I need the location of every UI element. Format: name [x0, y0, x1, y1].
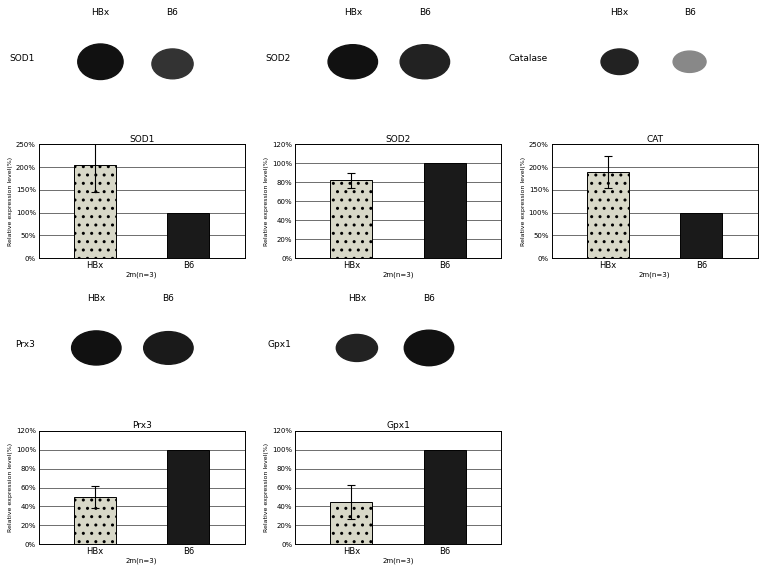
Text: B6: B6 [419, 8, 431, 17]
Text: HBx: HBx [611, 8, 628, 17]
Bar [424, 163, 466, 258]
Bar [168, 213, 209, 258]
Text: B6: B6 [166, 8, 179, 17]
Title: SOD2: SOD2 [386, 135, 410, 143]
Bar [73, 165, 116, 258]
Ellipse shape [400, 45, 450, 79]
Text: HBx: HBx [91, 8, 110, 17]
Text: HBx: HBx [344, 8, 362, 17]
Bar [680, 213, 723, 258]
Ellipse shape [328, 45, 377, 79]
Y-axis label: Relative expression level(%): Relative expression level(%) [8, 156, 13, 246]
Text: Gpx1: Gpx1 [267, 340, 291, 349]
X-axis label: 2m(n=3): 2m(n=3) [126, 271, 158, 278]
Title: SOD1: SOD1 [129, 135, 155, 143]
Y-axis label: Relative expression level(%): Relative expression level(%) [264, 443, 270, 532]
Y-axis label: Relative expression level(%): Relative expression level(%) [264, 156, 270, 246]
Title: Prx3: Prx3 [131, 421, 152, 430]
Text: SOD1: SOD1 [9, 54, 35, 63]
Bar [73, 497, 116, 544]
Text: B6: B6 [683, 8, 696, 17]
Text: Prx3: Prx3 [15, 340, 35, 349]
Ellipse shape [336, 335, 377, 361]
Y-axis label: Relative expression level(%): Relative expression level(%) [521, 156, 526, 246]
Bar [330, 502, 373, 544]
Text: HBx: HBx [348, 294, 366, 303]
Bar [587, 172, 628, 258]
Text: B6: B6 [423, 294, 435, 303]
X-axis label: 2m(n=3): 2m(n=3) [383, 271, 414, 278]
Y-axis label: Relative expression level(%): Relative expression level(%) [8, 443, 13, 532]
Ellipse shape [404, 330, 454, 366]
Text: Catalase: Catalase [508, 54, 547, 63]
Ellipse shape [78, 44, 123, 79]
Text: SOD2: SOD2 [266, 54, 291, 63]
Ellipse shape [144, 332, 193, 364]
Title: CAT: CAT [646, 135, 663, 143]
Bar [330, 180, 373, 258]
Text: HBx: HBx [87, 294, 105, 303]
Ellipse shape [601, 49, 638, 74]
Bar [424, 450, 466, 544]
Ellipse shape [152, 49, 193, 79]
Bar [168, 450, 209, 544]
X-axis label: 2m(n=3): 2m(n=3) [383, 557, 414, 564]
Title: Gpx1: Gpx1 [386, 421, 410, 430]
Ellipse shape [72, 331, 121, 365]
Text: B6: B6 [162, 294, 175, 303]
Ellipse shape [673, 51, 706, 73]
X-axis label: 2m(n=3): 2m(n=3) [638, 271, 670, 278]
X-axis label: 2m(n=3): 2m(n=3) [126, 557, 158, 564]
